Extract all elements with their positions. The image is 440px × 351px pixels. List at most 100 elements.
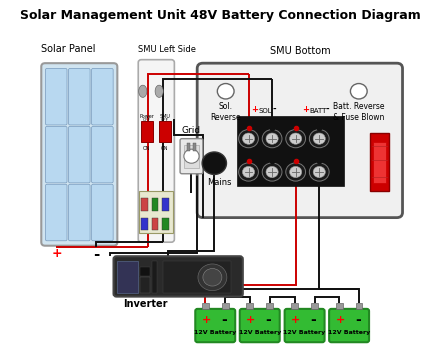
- Text: SOL: SOL: [259, 108, 272, 114]
- Circle shape: [286, 163, 305, 181]
- FancyBboxPatch shape: [197, 63, 403, 218]
- Bar: [237, 116, 344, 186]
- Bar: [222, 303, 229, 309]
- Text: +: +: [302, 105, 309, 114]
- Text: -: -: [272, 105, 276, 114]
- Bar: [151, 218, 158, 230]
- Bar: [187, 143, 190, 151]
- Bar: [140, 277, 150, 293]
- Bar: [162, 198, 169, 211]
- Bar: [193, 143, 196, 151]
- Text: Inverter: Inverter: [123, 299, 168, 309]
- Circle shape: [202, 152, 227, 174]
- Text: Solar Management Unit 48V Battery Connection Diagram: Solar Management Unit 48V Battery Connec…: [20, 9, 420, 22]
- Circle shape: [309, 163, 329, 181]
- Text: OFF: OFF: [143, 118, 151, 122]
- Text: SMU Bottom: SMU Bottom: [270, 46, 330, 56]
- FancyBboxPatch shape: [180, 139, 203, 174]
- FancyBboxPatch shape: [92, 68, 113, 125]
- Text: Sol.
Reverse: Sol. Reverse: [210, 102, 241, 122]
- Text: Grid: Grid: [182, 126, 201, 135]
- Bar: [151, 261, 157, 293]
- Text: +: +: [336, 314, 345, 325]
- Text: +: +: [251, 105, 258, 114]
- Text: SMU Left Side: SMU Left Side: [138, 45, 196, 54]
- Circle shape: [238, 130, 258, 148]
- FancyBboxPatch shape: [69, 68, 90, 125]
- Circle shape: [238, 163, 258, 181]
- Bar: [163, 261, 231, 293]
- Text: Solar Panel: Solar Panel: [41, 45, 96, 54]
- Bar: [373, 142, 386, 183]
- FancyBboxPatch shape: [329, 309, 369, 342]
- Circle shape: [198, 264, 227, 291]
- FancyBboxPatch shape: [92, 184, 113, 241]
- Bar: [311, 303, 318, 309]
- Circle shape: [290, 133, 302, 144]
- Bar: [162, 218, 169, 230]
- Text: -: -: [355, 312, 361, 326]
- Bar: [202, 303, 209, 309]
- Text: 12V Battery: 12V Battery: [328, 330, 370, 336]
- Bar: [151, 198, 158, 211]
- FancyBboxPatch shape: [45, 68, 67, 125]
- Polygon shape: [155, 85, 163, 97]
- Text: ON: ON: [161, 146, 169, 151]
- Text: -: -: [93, 247, 99, 263]
- Bar: [266, 303, 273, 309]
- Bar: [117, 261, 138, 293]
- Circle shape: [217, 84, 234, 99]
- FancyBboxPatch shape: [285, 309, 325, 342]
- Bar: [140, 267, 150, 276]
- Bar: [141, 121, 153, 142]
- Circle shape: [313, 133, 325, 144]
- Bar: [246, 303, 253, 309]
- Circle shape: [262, 163, 282, 181]
- Text: 12V Battery: 12V Battery: [283, 330, 326, 336]
- Circle shape: [290, 166, 302, 178]
- FancyBboxPatch shape: [114, 256, 243, 297]
- FancyBboxPatch shape: [41, 63, 117, 246]
- FancyBboxPatch shape: [69, 184, 90, 241]
- FancyBboxPatch shape: [138, 60, 174, 242]
- Text: SMU: SMU: [159, 114, 170, 119]
- Text: +: +: [246, 314, 256, 325]
- Circle shape: [286, 130, 305, 148]
- Circle shape: [262, 130, 282, 148]
- FancyBboxPatch shape: [45, 184, 67, 241]
- Bar: [141, 218, 148, 230]
- Circle shape: [266, 133, 278, 144]
- FancyBboxPatch shape: [240, 309, 280, 342]
- Text: BATT: BATT: [309, 108, 326, 114]
- Text: +: +: [202, 314, 211, 325]
- Text: Mains: Mains: [207, 178, 231, 187]
- Text: 12V Battery: 12V Battery: [194, 330, 236, 336]
- Circle shape: [184, 149, 199, 163]
- Bar: [356, 303, 363, 309]
- FancyBboxPatch shape: [195, 309, 235, 342]
- FancyBboxPatch shape: [69, 126, 90, 183]
- Text: Batt. Reverse
& Fuse Blown: Batt. Reverse & Fuse Blown: [333, 102, 385, 122]
- Text: +: +: [51, 247, 62, 260]
- Text: -: -: [326, 105, 329, 114]
- Bar: [184, 145, 199, 168]
- Text: -: -: [311, 312, 316, 326]
- Text: OFF: OFF: [161, 118, 169, 122]
- Circle shape: [203, 269, 222, 286]
- Bar: [370, 133, 389, 191]
- Bar: [139, 191, 173, 233]
- Text: -: -: [266, 312, 271, 326]
- Polygon shape: [139, 85, 147, 97]
- Text: ON: ON: [143, 146, 151, 151]
- Bar: [336, 303, 342, 309]
- Bar: [159, 121, 171, 142]
- Circle shape: [266, 166, 278, 178]
- Bar: [141, 198, 148, 211]
- Text: -: -: [221, 312, 227, 326]
- FancyBboxPatch shape: [92, 126, 113, 183]
- Circle shape: [309, 130, 329, 148]
- Circle shape: [350, 84, 367, 99]
- Circle shape: [242, 133, 255, 144]
- Circle shape: [242, 166, 255, 178]
- Text: 12V Battery: 12V Battery: [238, 330, 281, 336]
